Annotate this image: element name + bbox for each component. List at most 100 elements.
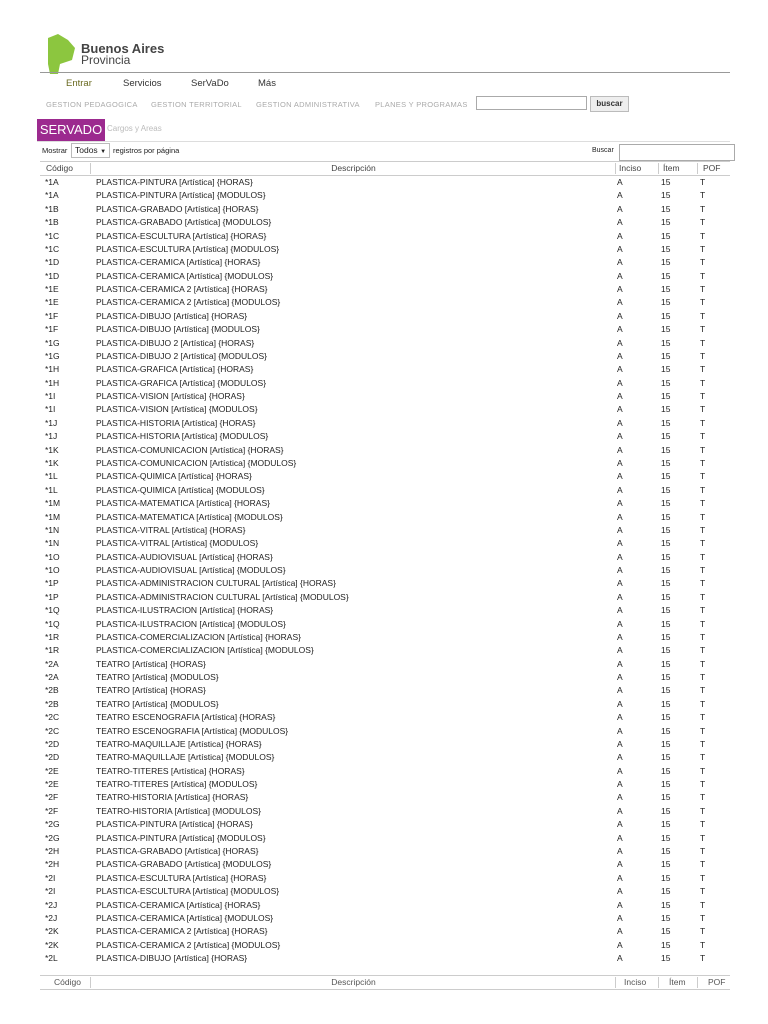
cell-item: 15 [661,524,671,535]
cell-codigo: *2A [45,658,59,669]
nav-mas[interactable]: Más [258,78,276,89]
per-page-label: registros por página [113,146,180,155]
header-inciso[interactable]: Inciso [615,163,641,174]
search-button[interactable]: buscar [590,96,629,112]
cell-pof: T [700,203,706,214]
cell-item: 15 [661,605,671,616]
table-row: *2F TEATRO-HISTORIA [Artística] {HORAS} A 1… [40,791,730,804]
nav-servado[interactable]: SerVaDo [191,78,229,89]
cell-codigo: *1C [45,230,60,241]
table-row: *2C TEATRO ESCENOGRAFIA [Artística] {HORA… [40,711,730,724]
cell-pof: T [700,230,706,241]
cell-item: 15 [661,618,671,629]
table-row: *1L PLASTICA-QUIMICA [Artística] {HORAS} A… [40,470,730,483]
cell-codigo: *2F [45,792,59,803]
cell-pof: T [700,765,706,776]
cell-inciso: A [617,939,623,950]
cell-pof: T [700,417,706,428]
table-row: *2L PLASTICA-DIBUJO [Artística] {HORAS} A 1… [40,952,730,965]
table-row: *1F PLASTICA-DIBUJO [Artística] {MODULOS}… [40,323,730,336]
cell-inciso: A [617,872,623,883]
cell-codigo: *2K [45,926,59,937]
cell-pof: T [700,484,706,495]
cell-inciso: A [617,471,623,482]
nav-entrar[interactable]: Entrar [66,78,92,89]
cell-codigo: *2J [45,912,58,923]
cell-descripcion: PLASTICA-PINTURA [Artística] {MODULOS} [96,190,266,201]
cell-pof: T [700,912,706,923]
cell-codigo: *1A [45,190,59,201]
table-row: *1M PLASTICA-MATEMATICA [Artística] {HORA… [40,497,730,510]
cell-item: 15 [661,872,671,883]
cell-item: 15 [661,926,671,937]
cell-item: 15 [661,953,671,964]
cell-inciso: A [617,765,623,776]
cell-inciso: A [617,725,623,736]
link-gestion-pedagogica[interactable]: GESTION PEDAGOGICA [46,100,138,109]
cell-descripcion: TEATRO-MAQUILLAJE [Artística] {HORAS} [96,738,262,749]
cell-item: 15 [661,859,671,870]
cell-inciso: A [617,912,623,923]
cell-codigo: *2I [45,886,56,897]
cell-item: 15 [661,565,671,576]
cell-codigo: *2B [45,685,59,696]
cell-codigo: *1Q [45,618,60,629]
link-gestion-administrativa[interactable]: GESTION ADMINISTRATIVA [256,100,360,109]
footer-pof[interactable]: POF [697,977,725,988]
buenos-aires-logo-icon [48,34,75,74]
cell-inciso: A [617,846,623,856]
cell-pof: T [700,297,706,308]
footer-inciso[interactable]: Inciso [615,977,646,988]
cell-codigo: *2I [45,872,56,883]
cell-descripcion: PLASTICA-DIBUJO [Artística] {HORAS} [96,953,248,964]
cell-pof: T [700,565,706,576]
table-row: *1L PLASTICA-QUIMICA [Artística] {MODULOS… [40,484,730,497]
cell-codigo: *1E [45,297,59,308]
footer-descripcion[interactable]: Descripción [90,977,616,988]
cell-descripcion: PLASTICA-ESCULTURA [Artística] {HORAS} [96,872,267,883]
link-gestion-territorial[interactable]: GESTION TERRITORIAL [151,100,242,109]
cell-item: 15 [661,886,671,897]
footer-item[interactable]: Ítem [658,977,686,988]
link-planes-programas[interactable]: PLANES Y PROGRAMAS [375,100,468,109]
cell-item: 15 [661,779,671,790]
cell-codigo: *1O [45,565,60,576]
table-row: *2A TEATRO [Artística] {HORAS} A 15 T [40,658,730,671]
cell-item: 15 [661,431,671,442]
cell-inciso: A [617,203,623,214]
brand-name: Buenos Aires [81,41,165,56]
cell-codigo: *1P [45,591,59,602]
footer-codigo[interactable]: Código [54,977,81,987]
cell-pof: T [700,538,706,549]
header-codigo[interactable]: Código [46,163,73,173]
table-row: *2K PLASTICA-CERAMICA 2 [Artística] {HORA… [40,925,730,938]
header-pof[interactable]: POF [697,163,720,174]
table-row: *1N PLASTICA-VITRAL [Artística] {HORAS} A 1… [40,524,730,537]
cell-codigo: *2G [45,819,60,830]
cell-codigo: *1G [45,337,60,348]
header-descripcion[interactable]: Descripción [90,163,616,174]
cell-inciso: A [617,431,623,442]
table-row: *1K PLASTICA-COMUNICACION [Artística] {HO… [40,444,730,457]
cell-descripcion: PLASTICA-COMUNICACION [Artística] {MODUL… [96,457,297,468]
cell-item: 15 [661,846,671,856]
cell-pof: T [700,217,706,228]
site-search-input[interactable] [476,96,587,110]
cell-inciso: A [617,217,623,228]
nav-servicios[interactable]: Servicios [123,78,162,89]
table-row: *2J PLASTICA-CERAMICA [Artística] {MODULO… [40,912,730,925]
cell-inciso: A [617,524,623,535]
cell-pof: T [700,578,706,589]
cell-item: 15 [661,297,671,308]
cell-inciso: A [617,498,623,509]
cell-codigo: *2J [45,899,58,910]
table-row: *1R PLASTICA-COMERCIALIZACION [Artística]… [40,631,730,644]
cell-descripcion: PLASTICA-ADMINISTRACION CULTURAL [Artíst… [96,578,336,589]
chevron-down-icon: ▼ [100,149,107,155]
cell-inciso: A [617,565,623,576]
cell-codigo: *1N [45,538,60,549]
cell-descripcion: PLASTICA-ADMINISTRACION CULTURAL [Artíst… [96,591,349,602]
table-search-input[interactable] [619,144,735,161]
page-length-select[interactable]: Todos ▼ [71,143,111,158]
header-item[interactable]: Ítem [658,163,680,174]
